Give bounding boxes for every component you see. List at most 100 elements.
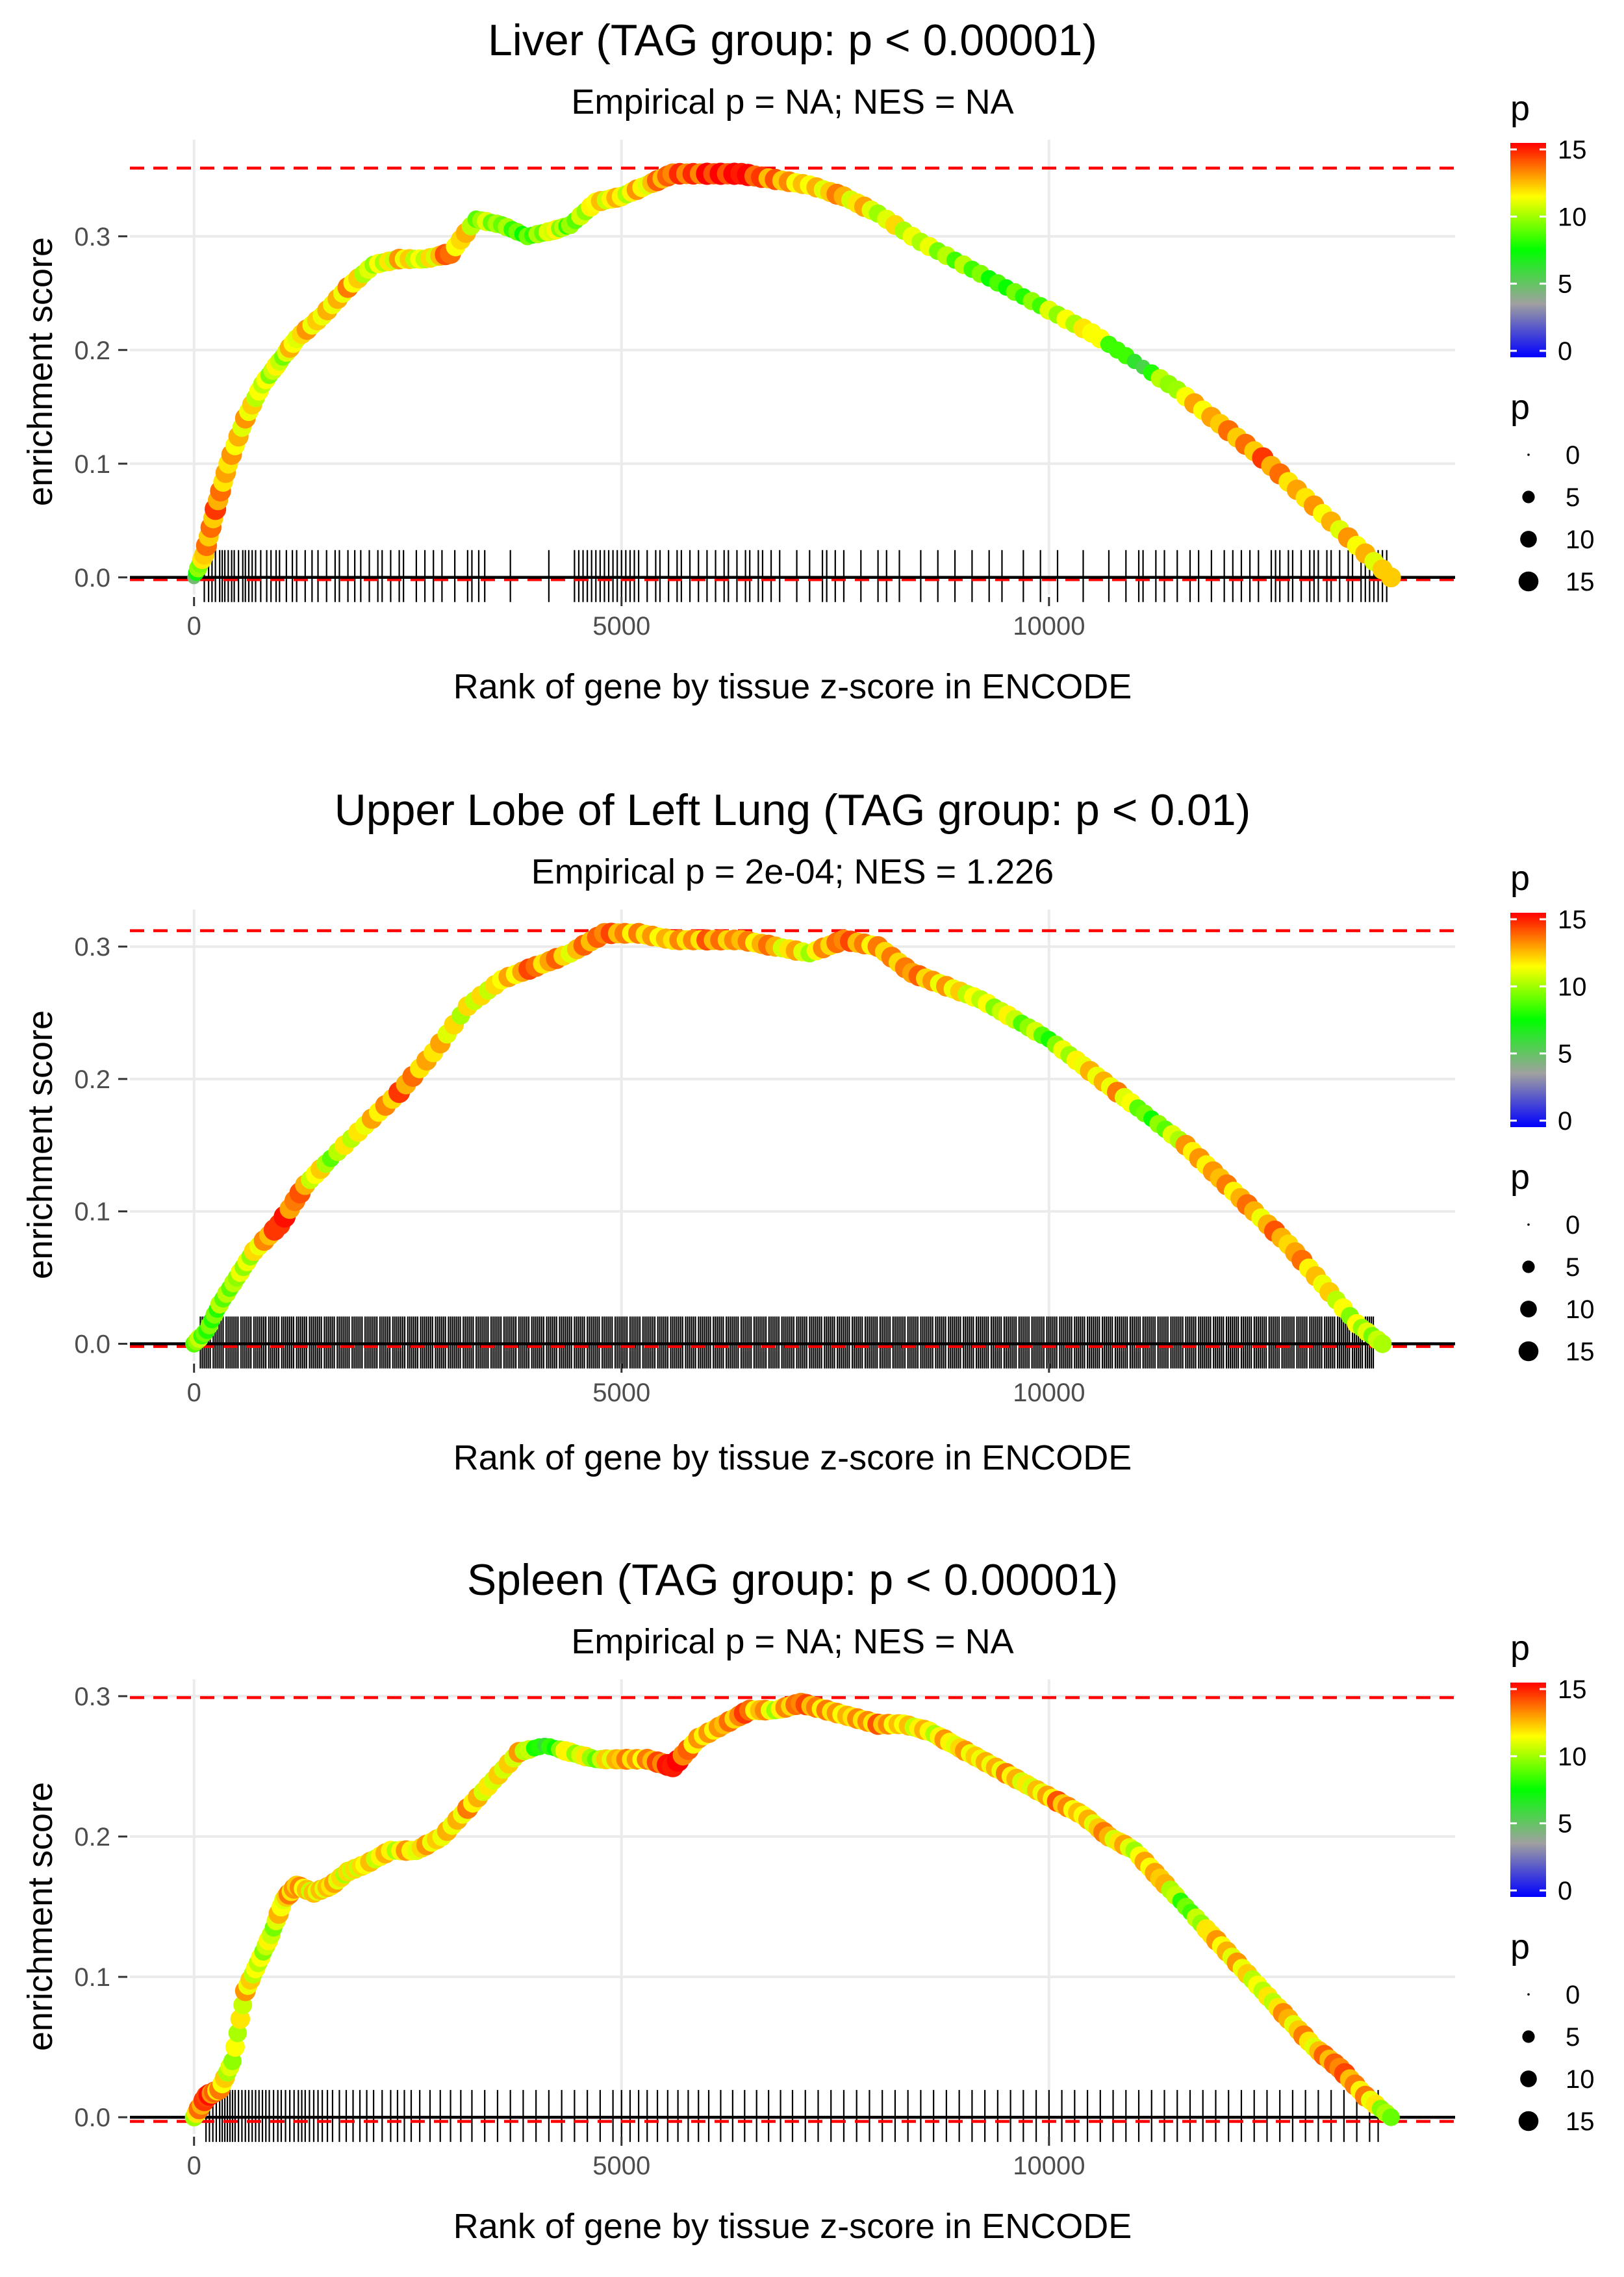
reference-lines <box>130 1696 1455 2123</box>
color-legend-title: p <box>1510 859 1530 898</box>
es-curve <box>192 932 1384 1345</box>
es-points <box>184 1692 1400 2127</box>
color-legend-label: 0 <box>1558 1877 1572 1905</box>
es-curve <box>192 172 1393 579</box>
y-tick-label: 0.0 <box>74 564 110 592</box>
grid-lines <box>130 910 1455 1361</box>
color-legend-label: 10 <box>1558 973 1587 1001</box>
legend: p 15 10 5 0 p 0 5 10 15 <box>1510 1629 1595 2136</box>
size-legend-key <box>1518 571 1539 592</box>
y-axis-title: enrichment score <box>21 1010 60 1279</box>
size-legend-key <box>1522 490 1535 503</box>
legend: p 15 10 5 0 p 0 5 10 15 <box>1510 89 1595 596</box>
panel-liver: Liver (TAG group: p < 0.00001) Empirical… <box>21 16 1595 706</box>
size-legend-label: 15 <box>1566 568 1595 596</box>
size-legend-keys <box>1518 453 1539 592</box>
size-legend-label: 5 <box>1566 1253 1580 1282</box>
y-tick-label: 0.0 <box>74 2104 110 2132</box>
panel-upper-lobe-left-lung: Upper Lobe of Left Lung (TAG group: p < … <box>21 785 1595 1477</box>
x-tick-label: 10000 <box>1013 2152 1085 2180</box>
color-legend-label: 15 <box>1558 136 1587 164</box>
color-legend-label: 5 <box>1558 270 1572 299</box>
color-legend-label: 0 <box>1558 1107 1572 1136</box>
x-tick-label: 10000 <box>1013 1379 1085 1407</box>
es-curve <box>192 1701 1392 2119</box>
panel-subtitle: Empirical p = 2e-04; NES = 1.226 <box>531 852 1054 891</box>
x-tick-label: 10000 <box>1013 612 1085 641</box>
x-tick-label: 5000 <box>592 2152 650 2180</box>
y-tick-label: 0.3 <box>74 1683 110 1711</box>
reference-lines <box>130 166 1455 581</box>
y-tick-label: 0.3 <box>74 223 110 251</box>
es-points <box>185 922 1392 1353</box>
colorbar <box>1510 1683 1546 1897</box>
colorbar <box>1510 143 1546 357</box>
y-tick-label: 0.1 <box>74 450 110 479</box>
size-legend-label: 10 <box>1566 1295 1595 1324</box>
size-legend-label: 5 <box>1566 2023 1580 2052</box>
color-legend-label: 10 <box>1558 1742 1587 1771</box>
size-legend-title: p <box>1510 388 1530 427</box>
running-es-line <box>192 1701 1392 2119</box>
size-legend-key <box>1520 2070 1537 2087</box>
size-legend-key <box>1522 2030 1535 2043</box>
y-tick-label: 0.2 <box>74 1065 110 1094</box>
color-legend-title: p <box>1510 89 1530 128</box>
color-legend-label: 0 <box>1558 337 1572 366</box>
size-legend-label: 0 <box>1566 1211 1580 1240</box>
x-axis-title: Rank of gene by tissue z-score in ENCODE <box>453 667 1132 706</box>
color-legend-label: 15 <box>1558 906 1587 934</box>
size-legend-key <box>1518 1341 1539 1362</box>
y-tick-label: 0.0 <box>74 1330 110 1359</box>
size-legend-key <box>1522 1260 1535 1273</box>
x-tick-label: 5000 <box>592 1379 650 1407</box>
y-axis-title: enrichment score <box>21 237 60 506</box>
y-axis-title: enrichment score <box>21 1782 60 2051</box>
size-legend-title: p <box>1510 1927 1530 1966</box>
y-tick-label: 0.3 <box>74 933 110 961</box>
y-tick-label: 0.1 <box>74 1963 110 1992</box>
y-tick-label: 0.2 <box>74 1823 110 1851</box>
es-point <box>225 2037 245 2057</box>
size-legend-label: 10 <box>1566 2065 1595 2094</box>
grid-lines <box>130 1679 1455 2134</box>
size-legend-key <box>1518 2111 1539 2131</box>
y-tick-label: 0.2 <box>74 337 110 365</box>
color-legend-label: 5 <box>1558 1810 1572 1838</box>
x-tick-label: 0 <box>187 2152 201 2180</box>
reference-lines <box>130 929 1455 1348</box>
color-legend-title: p <box>1510 1629 1530 1668</box>
size-legend-key <box>1527 1993 1530 1996</box>
x-axis-title: Rank of gene by tissue z-score in ENCODE <box>453 1438 1132 1477</box>
size-legend-keys <box>1518 1993 1539 2131</box>
size-legend-label: 15 <box>1566 1338 1595 1366</box>
size-legend-key <box>1527 1223 1530 1226</box>
es-point <box>1380 567 1401 588</box>
x-tick-label: 0 <box>187 1379 201 1407</box>
es-point <box>223 2052 242 2070</box>
legend: p 15 10 5 0 p 0 5 10 15 <box>1510 859 1595 1366</box>
size-legend-keys <box>1518 1223 1539 1362</box>
running-es-line <box>192 932 1384 1345</box>
color-legend-label: 5 <box>1558 1040 1572 1069</box>
size-legend-title: p <box>1510 1158 1530 1197</box>
es-points <box>187 162 1401 588</box>
size-legend-label: 0 <box>1566 1981 1580 2009</box>
size-legend-label: 15 <box>1566 2107 1595 2136</box>
es-point <box>1382 2108 1400 2126</box>
x-tick-label: 5000 <box>592 612 650 641</box>
size-legend-key <box>1520 1301 1537 1317</box>
y-tick-label: 0.1 <box>74 1198 110 1227</box>
panel-spleen: Spleen (TAG group: p < 0.00001) Empirica… <box>21 1555 1595 2246</box>
grid-lines <box>130 140 1455 594</box>
size-legend-key <box>1520 531 1537 548</box>
panel-subtitle: Empirical p = NA; NES = NA <box>571 1622 1013 1661</box>
size-legend-label: 0 <box>1566 441 1580 470</box>
x-tick-label: 0 <box>187 612 201 641</box>
panel-title: Upper Lobe of Left Lung (TAG group: p < … <box>335 785 1251 835</box>
size-legend-label: 5 <box>1566 483 1580 512</box>
panel-subtitle: Empirical p = NA; NES = NA <box>571 83 1013 121</box>
color-legend-label: 10 <box>1558 203 1587 231</box>
